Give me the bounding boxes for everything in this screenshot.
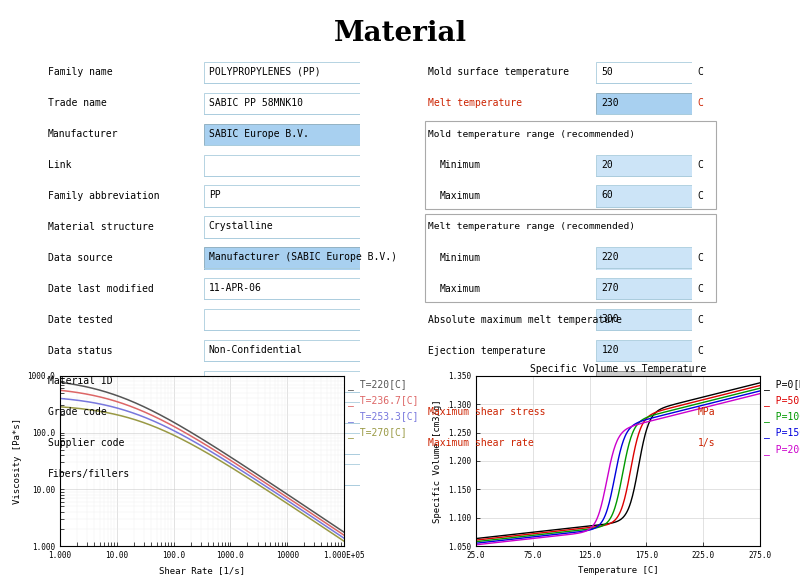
FancyBboxPatch shape [204, 309, 360, 331]
Text: Family abbreviation: Family abbreviation [48, 191, 160, 201]
FancyBboxPatch shape [204, 124, 360, 146]
FancyBboxPatch shape [596, 402, 692, 424]
Text: C: C [698, 284, 703, 294]
Text: Crystalline: Crystalline [209, 221, 274, 231]
Text: CM10712: CM10712 [209, 407, 250, 417]
Text: 50: 50 [602, 66, 614, 77]
Text: Data status: Data status [48, 346, 113, 355]
Text: _ T=270[C]: _ T=270[C] [348, 428, 406, 438]
Text: Unfilled: Unfilled [209, 469, 256, 479]
FancyBboxPatch shape [204, 371, 360, 393]
Text: Maximum shear rate: Maximum shear rate [428, 438, 534, 449]
FancyBboxPatch shape [204, 433, 360, 455]
FancyBboxPatch shape [596, 371, 692, 393]
FancyBboxPatch shape [596, 247, 692, 269]
Text: Ejection temperature: Ejection temperature [428, 346, 546, 355]
Text: Maximum shear stress: Maximum shear stress [428, 407, 546, 417]
Text: Minimum: Minimum [440, 160, 481, 170]
Text: 100000: 100000 [602, 438, 637, 448]
FancyBboxPatch shape [596, 92, 692, 115]
Text: PP: PP [209, 190, 221, 201]
Text: Trade name: Trade name [48, 98, 106, 108]
Text: C: C [698, 253, 703, 263]
Text: Date last modified: Date last modified [48, 284, 154, 294]
Text: Material ID: Material ID [48, 376, 113, 387]
Text: 10712: 10712 [209, 376, 238, 386]
FancyBboxPatch shape [596, 340, 692, 362]
Title: Specific Volume vs Temperature: Specific Volume vs Temperature [530, 364, 706, 373]
Text: Date tested: Date tested [48, 314, 113, 325]
Text: _ T=236.7[C]: _ T=236.7[C] [348, 395, 418, 406]
FancyBboxPatch shape [204, 62, 360, 84]
FancyBboxPatch shape [204, 402, 360, 424]
Text: Non-Confidential: Non-Confidential [209, 345, 302, 355]
Y-axis label: Viscosity [Pa*s]: Viscosity [Pa*s] [13, 418, 22, 504]
Text: C: C [698, 160, 703, 170]
Text: Family name: Family name [48, 67, 113, 77]
FancyBboxPatch shape [596, 433, 692, 455]
Text: _ P=0[MPa]: _ P=0[MPa] [764, 379, 800, 390]
FancyBboxPatch shape [204, 216, 360, 239]
Text: Material: Material [334, 20, 466, 47]
Text: Grade code: Grade code [48, 407, 106, 417]
Text: Data source: Data source [48, 253, 113, 263]
X-axis label: Temperature [C]: Temperature [C] [578, 566, 658, 575]
Text: _ P=200[MPa]: _ P=200[MPa] [764, 444, 800, 454]
FancyBboxPatch shape [204, 186, 360, 208]
Y-axis label: Specific Volume [cm3/g]: Specific Volume [cm3/g] [434, 399, 442, 523]
Text: 60: 60 [602, 190, 614, 201]
FancyBboxPatch shape [204, 340, 360, 362]
Text: Mold temperature range (recommended): Mold temperature range (recommended) [428, 129, 635, 139]
FancyBboxPatch shape [204, 154, 360, 177]
Text: _ P=150[MPa]: _ P=150[MPa] [764, 428, 800, 438]
Text: Melt temperature range (recommended): Melt temperature range (recommended) [428, 223, 635, 231]
Text: 270: 270 [602, 283, 619, 293]
Text: Maximum: Maximum [440, 284, 481, 294]
Text: POLYPROPYLENES (PP): POLYPROPYLENES (PP) [209, 66, 320, 77]
X-axis label: Shear Rate [1/s]: Shear Rate [1/s] [159, 566, 245, 575]
FancyBboxPatch shape [596, 309, 692, 331]
Text: 0.25: 0.25 [602, 407, 626, 417]
Text: 11-APR-06: 11-APR-06 [209, 283, 262, 293]
Text: _ P=50[MPa]: _ P=50[MPa] [764, 395, 800, 406]
Text: Supplier code: Supplier code [48, 438, 124, 449]
Text: C: C [698, 314, 703, 325]
FancyBboxPatch shape [204, 92, 360, 115]
Text: Melt temperature: Melt temperature [428, 98, 522, 108]
Text: SABIC Europe B.V.: SABIC Europe B.V. [209, 128, 309, 139]
Text: Vi: Vi [638, 376, 650, 386]
FancyBboxPatch shape [596, 62, 692, 84]
Text: Material structure: Material structure [48, 222, 154, 232]
Text: SABICEUR: SABICEUR [209, 438, 256, 448]
Text: Absolute maximum melt temperature: Absolute maximum melt temperature [428, 314, 622, 325]
FancyBboxPatch shape [596, 278, 692, 301]
Text: 230: 230 [602, 98, 619, 108]
FancyBboxPatch shape [204, 247, 360, 269]
Text: Mold surface temperature: Mold surface temperature [428, 67, 569, 77]
FancyBboxPatch shape [596, 154, 692, 177]
Text: Maximum: Maximum [440, 191, 481, 201]
Text: Manufacturer: Manufacturer [48, 129, 118, 139]
Text: MPa: MPa [698, 407, 715, 417]
Text: 1/s: 1/s [698, 438, 715, 449]
Text: C: C [698, 346, 703, 355]
Text: C: C [698, 98, 703, 108]
FancyBboxPatch shape [204, 464, 360, 486]
Text: 120: 120 [602, 345, 619, 355]
Text: SABIC PP 58MNK10: SABIC PP 58MNK10 [209, 98, 302, 108]
FancyBboxPatch shape [596, 186, 692, 208]
FancyBboxPatch shape [204, 278, 360, 301]
Text: Manufacturer (SABIC Europe B.V.): Manufacturer (SABIC Europe B.V.) [209, 252, 397, 262]
Text: _ P=100[MPa]: _ P=100[MPa] [764, 412, 800, 422]
Text: 220: 220 [602, 252, 619, 262]
Text: C: C [698, 67, 703, 77]
Text: _ T=220[C]: _ T=220[C] [348, 379, 406, 390]
Text: Fibers/fillers: Fibers/fillers [48, 469, 130, 479]
Text: Link: Link [48, 160, 71, 170]
Text: _ T=253.3[C]: _ T=253.3[C] [348, 412, 418, 422]
Text: 20: 20 [602, 160, 614, 169]
Text: 300: 300 [602, 314, 619, 324]
Text: C: C [698, 191, 703, 201]
Text: Minimum: Minimum [440, 253, 481, 263]
